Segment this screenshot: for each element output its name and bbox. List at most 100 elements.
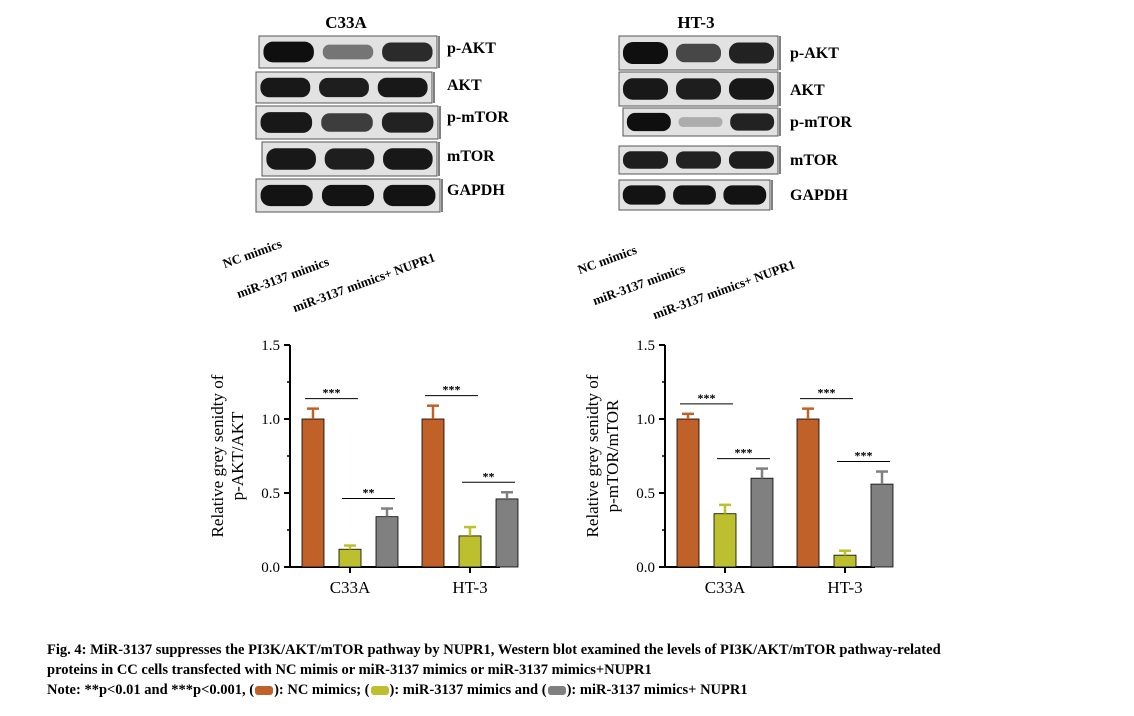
blot-band bbox=[730, 113, 775, 131]
significance-label: *** bbox=[698, 391, 716, 405]
blot-band bbox=[321, 113, 373, 132]
significance-label: *** bbox=[443, 383, 461, 397]
blot-band bbox=[626, 112, 671, 132]
blot-band bbox=[675, 151, 722, 169]
blot-label-ht3-p-akt: p-AKT bbox=[790, 45, 839, 62]
blot-band bbox=[381, 112, 434, 133]
x-tick-label: C33A bbox=[705, 578, 746, 597]
blot-label-ht3-mtor: mTOR bbox=[790, 152, 838, 169]
blot-band bbox=[622, 185, 666, 205]
bar bbox=[676, 418, 700, 568]
bar bbox=[796, 418, 820, 568]
significance-label: *** bbox=[323, 386, 341, 400]
blot-band bbox=[622, 78, 669, 100]
blot-title-c33a: C33A bbox=[325, 13, 367, 32]
blot-strip-c33a-3 bbox=[261, 141, 440, 177]
blot-band bbox=[622, 151, 669, 169]
lane-label-ht3-nc: NC mimics bbox=[575, 241, 639, 278]
bar bbox=[495, 498, 519, 568]
blot-label-c33a-gapdh: GAPDH bbox=[447, 182, 505, 199]
blot-band bbox=[382, 42, 433, 62]
caption-line-2: proteins in CC cells transfected with NC… bbox=[47, 662, 652, 678]
blot-label-c33a-p-akt: p-AKT bbox=[447, 40, 496, 57]
y-axis-label: Relative grey senidty of bbox=[208, 374, 227, 537]
legend-swatch-mir bbox=[370, 686, 389, 696]
y-tick-label: 1.0 bbox=[261, 412, 280, 428]
significance-label: *** bbox=[818, 386, 836, 400]
significance-label: ** bbox=[363, 486, 375, 500]
blot-label-ht3-akt: AKT bbox=[790, 82, 825, 99]
blot-band bbox=[321, 184, 375, 207]
blot-band bbox=[675, 43, 722, 63]
y-tick-label: 0.5 bbox=[261, 486, 280, 502]
caption-line-1: Fig. 4: MiR-3137 suppresses the PI3K/AKT… bbox=[47, 642, 941, 658]
blot-band bbox=[673, 185, 716, 205]
western-blot-panels bbox=[255, 35, 781, 213]
blot-band bbox=[260, 112, 313, 133]
blot-title-ht3: HT-3 bbox=[677, 13, 715, 32]
blot-band bbox=[263, 41, 314, 63]
blot-label-c33a-mtor: mTOR bbox=[447, 148, 495, 165]
blot-strip-ht3-0 bbox=[618, 35, 781, 71]
bar bbox=[713, 513, 737, 568]
blot-band bbox=[728, 78, 775, 100]
significance-label: *** bbox=[735, 446, 753, 460]
bar bbox=[458, 535, 482, 568]
blot-strip-ht3-3 bbox=[618, 145, 781, 175]
bar bbox=[750, 477, 774, 568]
lane-label-c33a-nc: NC mimics bbox=[220, 235, 284, 272]
legend-text-mir: ): miR-3137 mimics and ( bbox=[389, 682, 547, 698]
blot-band bbox=[383, 184, 436, 207]
x-tick-label: HT-3 bbox=[827, 578, 862, 597]
blot-band bbox=[723, 185, 767, 205]
bar-chart-p-mtor: Relative grey senidty of p-mTOR/mTOR 0.0 0.… bbox=[583, 338, 894, 597]
legend-text-mir-nupr1: ): miR-3137 mimics+ NUPR1 bbox=[566, 682, 748, 698]
figure-caption: Fig. 4: MiR-3137 suppresses the PI3K/AKT… bbox=[47, 640, 1117, 700]
bar bbox=[870, 483, 894, 568]
blot-band bbox=[377, 77, 428, 98]
y-axis-label: Relative grey senidty of bbox=[583, 374, 602, 537]
y-tick-label: 0.0 bbox=[261, 560, 280, 576]
bar bbox=[421, 418, 445, 568]
bar-chart-p-akt: Relative grey senidty of p-AKT/AKT 0.0 0.5 1… bbox=[208, 338, 519, 597]
y-tick-label: 1.5 bbox=[261, 338, 280, 354]
blot-band bbox=[728, 151, 775, 169]
legend-text-nc: ): NC mimics; ( bbox=[274, 682, 370, 698]
blot-band bbox=[322, 44, 374, 60]
blot-band bbox=[324, 148, 375, 170]
y-tick-label: 0.0 bbox=[636, 560, 655, 576]
blot-strip-c33a-4 bbox=[255, 178, 443, 213]
blot-label-c33a-p-mtor: p-mTOR bbox=[447, 109, 509, 126]
x-tick-label: C33A bbox=[330, 578, 371, 597]
blot-strip-c33a-0 bbox=[258, 35, 440, 69]
x-tick-label: HT-3 bbox=[452, 578, 487, 597]
blot-band bbox=[260, 184, 313, 207]
caption-note: Note: **p<0.01 and ***p<0.001, ( ): NC mi… bbox=[47, 680, 1117, 700]
blot-label-ht3-p-mtor: p-mTOR bbox=[790, 114, 852, 131]
blot-strip-ht3-4 bbox=[618, 179, 773, 211]
bar bbox=[833, 554, 857, 568]
blot-band bbox=[622, 41, 669, 65]
blot-strip-ht3-1 bbox=[618, 71, 781, 107]
blot-strip-ht3-2 bbox=[622, 107, 781, 137]
significance-label: *** bbox=[855, 449, 873, 463]
y-tick-label: 1.5 bbox=[636, 338, 655, 354]
bar bbox=[338, 548, 362, 568]
blot-band bbox=[319, 77, 369, 98]
blot-band bbox=[266, 148, 316, 170]
blot-strip-c33a-1 bbox=[255, 71, 435, 104]
significance-label: ** bbox=[483, 469, 495, 483]
y-tick-label: 0.5 bbox=[636, 486, 655, 502]
blot-label-ht3-gapdh: GAPDH bbox=[790, 187, 848, 204]
note-prefix: Note: **p<0.01 and ***p<0.001, ( bbox=[47, 682, 255, 698]
blot-label-c33a-akt: AKT bbox=[447, 77, 482, 94]
blot-strip-c33a-2 bbox=[255, 105, 441, 140]
legend-swatch-nc bbox=[255, 686, 274, 696]
bar bbox=[375, 516, 399, 568]
blot-band bbox=[678, 117, 723, 127]
blot-band bbox=[260, 77, 311, 98]
blot-band bbox=[675, 78, 722, 100]
y-axis-label: p-AKT/AKT bbox=[228, 411, 247, 500]
blot-band bbox=[383, 148, 433, 170]
y-tick-label: 1.0 bbox=[636, 412, 655, 428]
